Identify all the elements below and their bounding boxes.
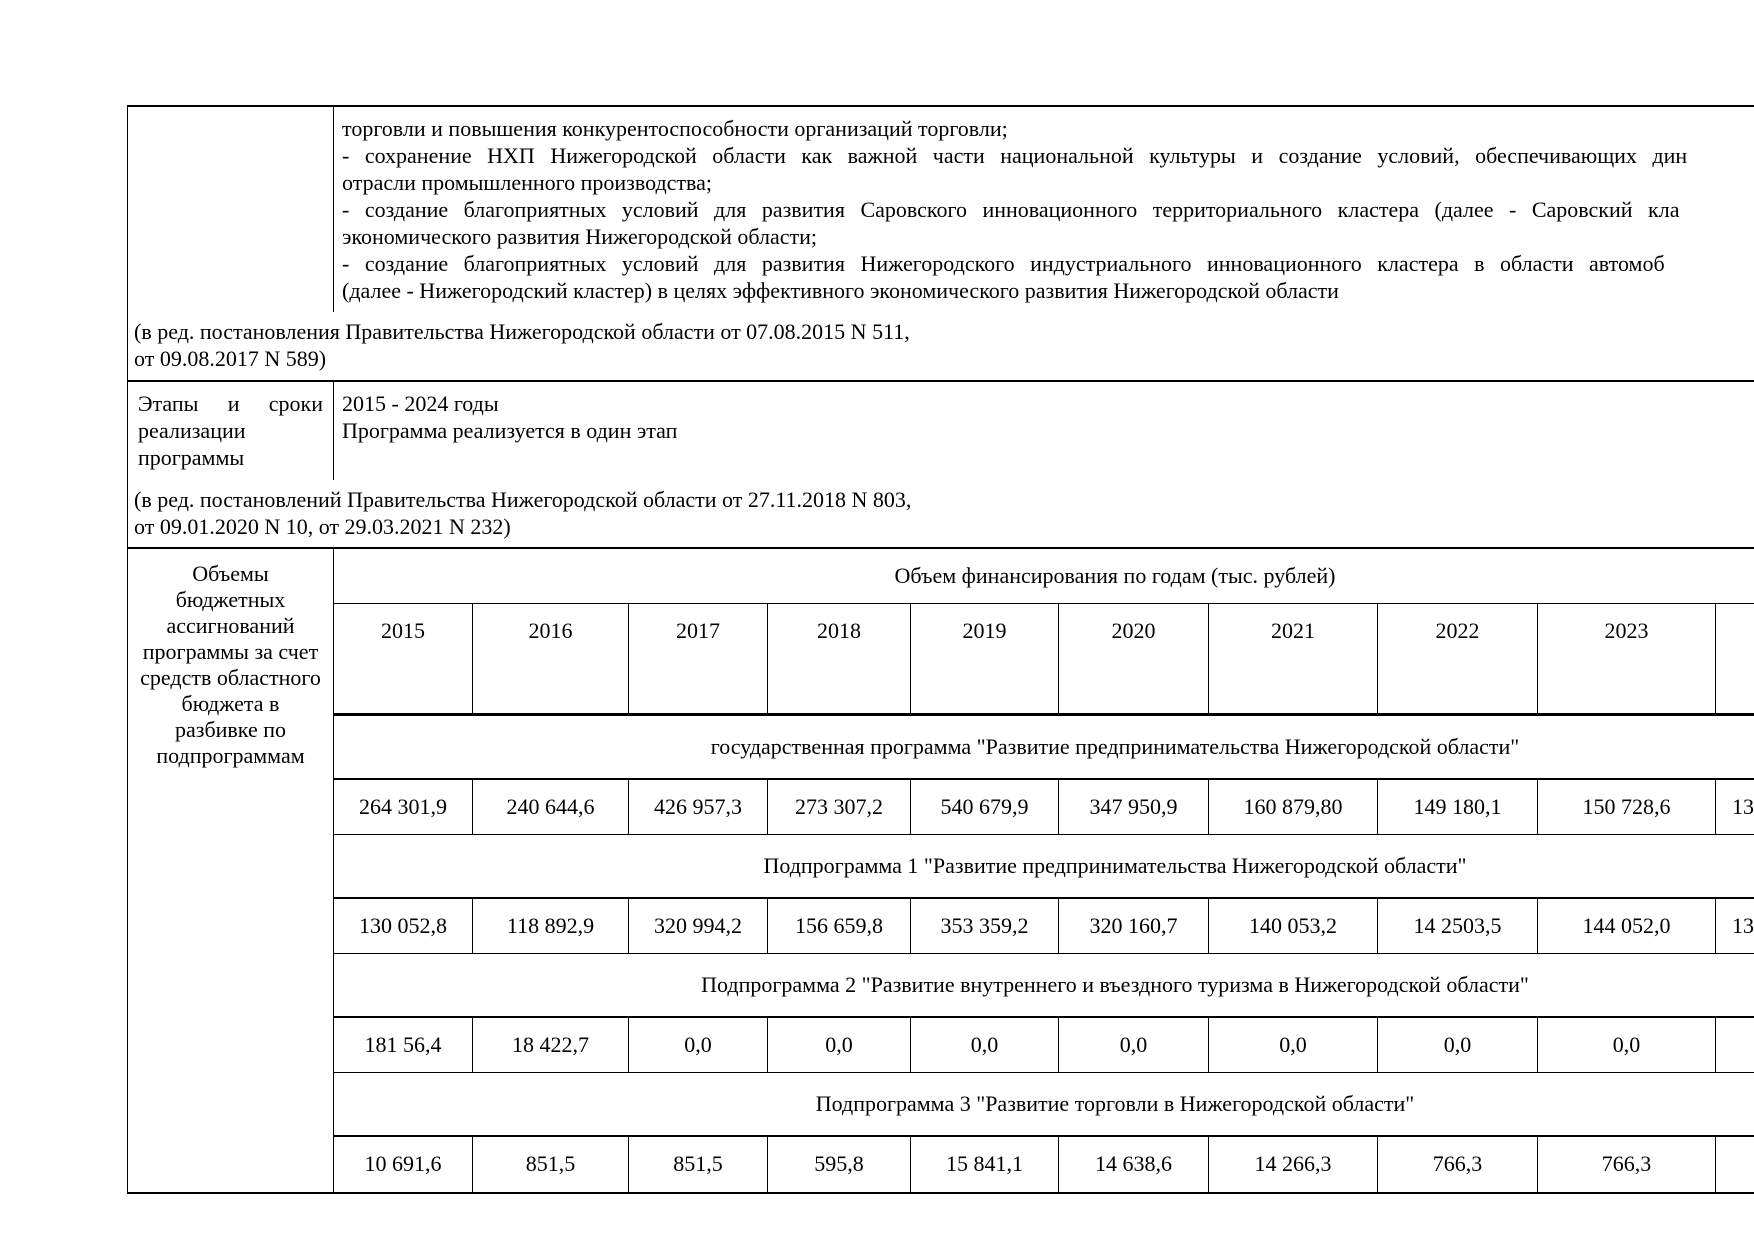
year-cell: 2016: [473, 604, 629, 713]
value-cell: 264 301,9: [334, 780, 473, 834]
stages-row: Этапы и сроки реализации программы 2015 …: [128, 380, 1754, 480]
year-cell: 2018: [768, 604, 911, 713]
subprogram-title: Подпрограмма 1 "Развитие предприниматель…: [334, 835, 1754, 899]
document-table: торговли и повышения конкурентоспособнос…: [127, 105, 1754, 1194]
value-cell: 851,5: [629, 1137, 768, 1192]
subprogram-values-row: 181 56,4 18 422,7 0,0 0,0 0,0 0,0 0,0 0,0 0,0: [334, 1018, 1754, 1073]
value-cell: 595,8: [768, 1137, 911, 1192]
year-cell: 2021: [1209, 604, 1378, 713]
amendment-note-line: от 09.01.2020 N 10, от 29.03.2021 N 232): [134, 514, 511, 539]
value-cell: 0,0: [1059, 1018, 1209, 1072]
stages-label-cell: Этапы и сроки реализации программы: [128, 382, 334, 480]
subprogram-title: Подпрограмма 2 "Развитие внутреннего и в…: [334, 954, 1754, 1018]
year-cell: 2023: [1538, 604, 1716, 713]
amendment-note-line: от 09.08.2017 N 589): [134, 346, 327, 371]
value-cell: 160 879,80: [1209, 780, 1378, 834]
value-cell: 0,0: [768, 1018, 911, 1072]
value-cell: 18 422,7: [473, 1018, 629, 1072]
value-cell: 540 679,9: [911, 780, 1059, 834]
subprogram-title: Подпрограмма 3 "Развитие торговли в Ниже…: [334, 1073, 1754, 1137]
value-cell: 14 2503,5: [1378, 899, 1538, 953]
value-cell: 0,0: [1538, 1018, 1716, 1072]
year-cell: [1716, 604, 1754, 713]
stages-value-line: Программа реализуется в один этап: [342, 418, 678, 443]
amendment-note-1: (в ред. постановления Правительства Ниже…: [128, 312, 1754, 380]
subprogram-values-row: 130 052,8 118 892,9 320 994,2 156 659,8 353 …: [334, 899, 1754, 954]
value-cell: 13: [1716, 780, 1754, 834]
value-cell: 156 659,8: [768, 899, 911, 953]
value-cell: 240 644,6: [473, 780, 629, 834]
value-cell: 14 266,3: [1209, 1137, 1378, 1192]
value-cell: 181 56,4: [334, 1018, 473, 1072]
financing-years-row: 2015 2016 2017 2018 2019 2020 2021 2022 2023: [334, 604, 1754, 716]
value-cell: 13: [1716, 899, 1754, 953]
financing-header-label: Объем финансирования по годам (тыс. рубл…: [334, 549, 1754, 604]
results-line: отрасли промышленного производства;: [342, 170, 713, 195]
value-cell: 0,0: [911, 1018, 1059, 1072]
value-cell: 766,3: [1538, 1137, 1716, 1192]
value-cell: 15 841,1: [911, 1137, 1059, 1192]
value-cell: 150 728,6: [1538, 780, 1716, 834]
value-cell: 144 052,0: [1538, 899, 1716, 953]
value-cell: 353 359,2: [911, 899, 1059, 953]
value-cell: 273 307,2: [768, 780, 911, 834]
value-cell: 0,0: [1209, 1018, 1378, 1072]
value-cell: 10 691,6: [334, 1137, 473, 1192]
results-line: - создание благоприятных условий для раз…: [342, 251, 1665, 276]
funding-row: Объемы бюджетных ассигнований программы …: [128, 547, 1754, 1194]
year-cell: 2022: [1378, 604, 1538, 713]
value-cell: 347 950,9: [1059, 780, 1209, 834]
amendment-note-2: (в ред. постановлений Правительства Ниже…: [128, 480, 1754, 547]
subprogram-title: государственная программа "Развитие пред…: [334, 716, 1754, 780]
results-line: (далее - Нижегородский кластер) в целях …: [342, 278, 1339, 303]
year-cell: 2020: [1059, 604, 1209, 713]
value-cell: 320 160,7: [1059, 899, 1209, 953]
value-cell: 140 053,2: [1209, 899, 1378, 953]
funding-label-cell: Объемы бюджетных ассигнований программы …: [128, 549, 334, 1192]
value-cell: 149 180,1: [1378, 780, 1538, 834]
results-line: экономического развития Нижегородской об…: [342, 224, 818, 249]
value-cell: [1716, 1018, 1754, 1072]
results-row-text-cell: торговли и повышения конкурентоспособнос…: [334, 107, 1754, 312]
subprogram-values-row: 10 691,6 851,5 851,5 595,8 15 841,1 14 638,6 1…: [334, 1137, 1754, 1192]
amendment-note-line: (в ред. постановлений Правительства Ниже…: [134, 487, 912, 512]
results-line: - создание благоприятных условий для раз…: [342, 197, 1680, 222]
value-cell: 851,5: [473, 1137, 629, 1192]
value-cell: 130 052,8: [334, 899, 473, 953]
subprogram-values-row: 264 301,9 240 644,6 426 957,3 273 307,2 540 …: [334, 780, 1754, 835]
value-cell: [1716, 1137, 1754, 1192]
value-cell: 320 994,2: [629, 899, 768, 953]
value-cell: 14 638,6: [1059, 1137, 1209, 1192]
results-row-left-cell: [128, 107, 334, 312]
stages-value-line: 2015 - 2024 годы: [342, 391, 499, 416]
year-cell: 2015: [334, 604, 473, 713]
financing-table: Объем финансирования по годам (тыс. рубл…: [334, 549, 1754, 1192]
results-row: торговли и повышения конкурентоспособнос…: [128, 105, 1754, 312]
value-cell: 766,3: [1378, 1137, 1538, 1192]
value-cell: 426 957,3: [629, 780, 768, 834]
value-cell: 0,0: [1378, 1018, 1538, 1072]
year-cell: 2019: [911, 604, 1059, 713]
value-cell: 118 892,9: [473, 899, 629, 953]
amendment-note-line: (в ред. постановления Правительства Ниже…: [134, 319, 910, 344]
value-cell: 0,0: [629, 1018, 768, 1072]
results-line: торговли и повышения конкурентоспособнос…: [342, 116, 1008, 141]
results-line: - сохранение НХП Нижегородской области к…: [342, 143, 1688, 168]
year-cell: 2017: [629, 604, 768, 713]
stages-value-cell: 2015 - 2024 годы Программа реализуется в…: [334, 382, 1754, 480]
